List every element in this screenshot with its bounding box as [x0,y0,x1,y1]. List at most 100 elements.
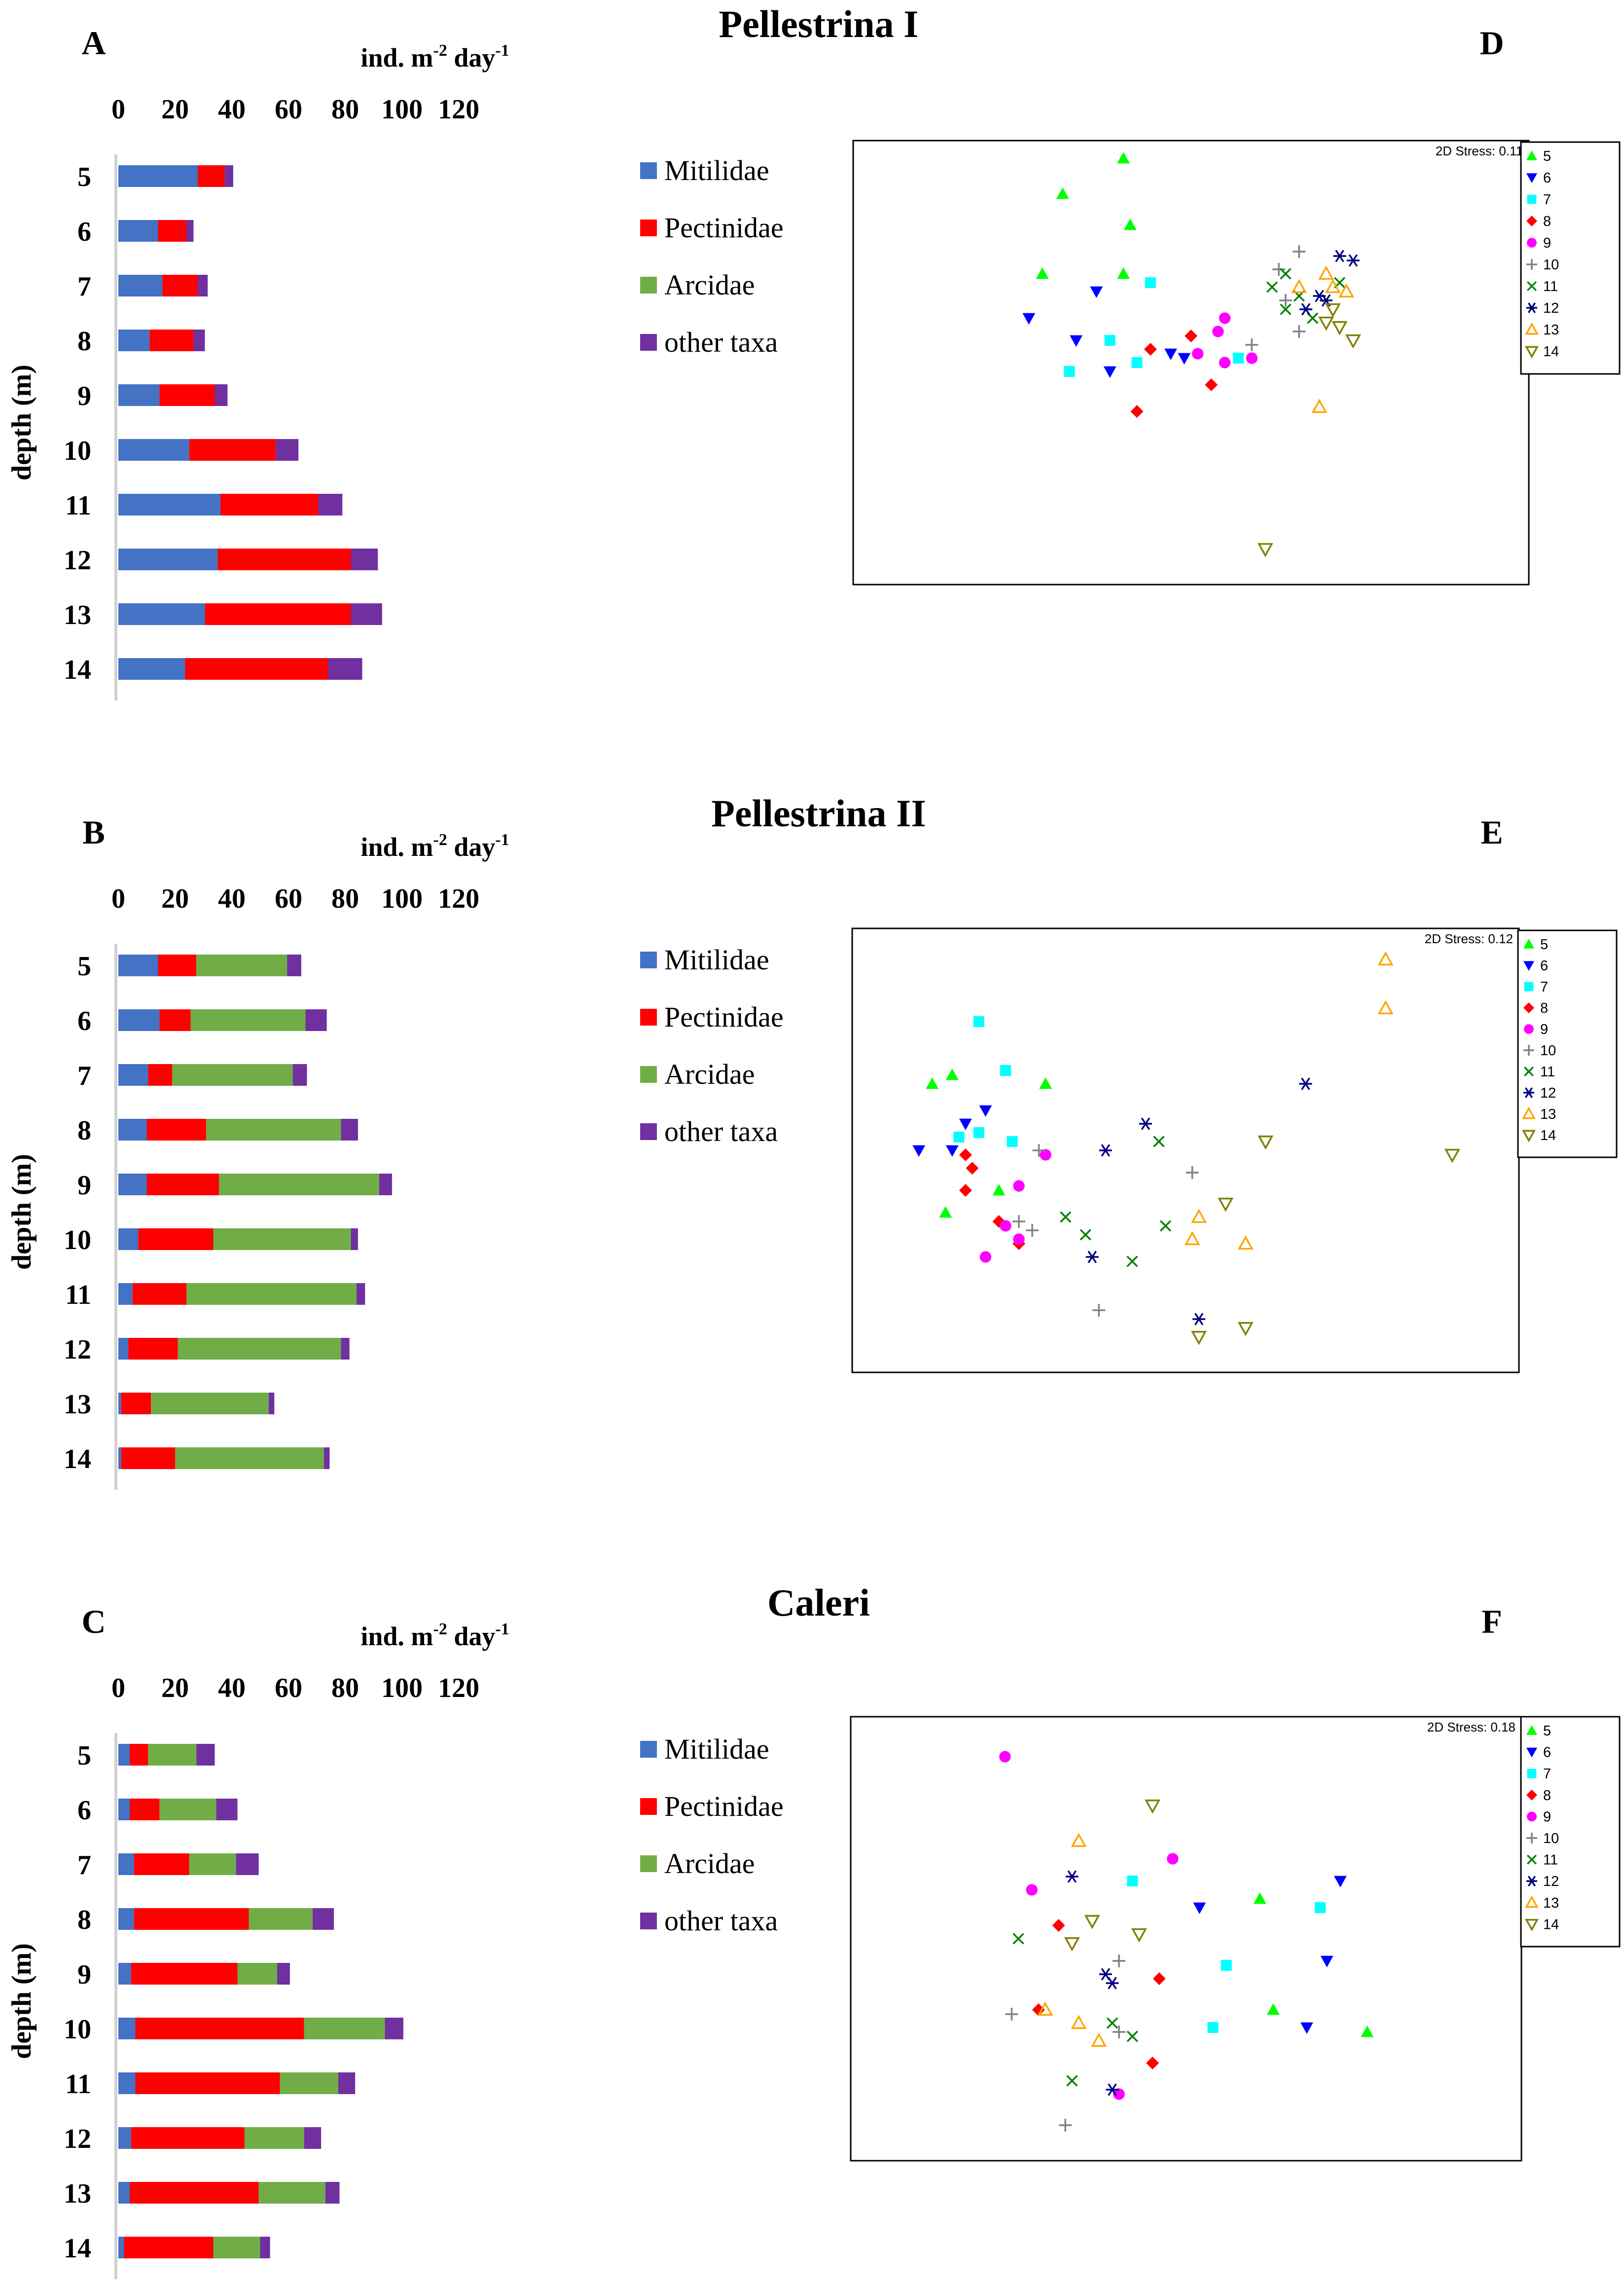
mds-legend-label: 6 [1543,1745,1551,1761]
marker-circle [1219,357,1231,369]
marker-circle [1000,1220,1011,1232]
marker-cross [1060,1211,1072,1223]
marker-square [1207,2022,1219,2033]
bar-segment-other-taxa [277,1963,290,1985]
depth-tick-label: 14 [64,2233,91,2264]
marker-circle [1212,326,1224,337]
bar-segment-pectinidae [132,1283,186,1305]
legend-label: other taxa [664,1905,778,1937]
marker-asterisk [1526,1876,1537,1887]
depth-tick-label: 9 [77,381,91,411]
depth-tick-label: 10 [64,2014,91,2045]
marker-asterisk [1299,1077,1312,1090]
bar-segment-other-taxa [260,2237,270,2258]
marker-square [1131,357,1143,369]
bar-segment-arcidae [213,2237,260,2258]
legend-label: Mitilidae [664,154,769,186]
marker-square [1527,194,1537,204]
bar-segment-pectinidae [131,2127,245,2149]
marker-cross [1106,2017,1119,2029]
marker-triangle-up [1523,939,1534,949]
bar-segment-mitilidae [118,2182,130,2204]
legend-swatch-pectinidae [640,1798,657,1815]
bar-segment-pectinidae [159,1009,191,1031]
bar-segment-other-taxa [351,549,378,570]
bar-segment-pectinidae [134,1908,249,1930]
bar-segment-pectinidae [217,549,351,570]
bar-segment-arcidae [172,1064,293,1086]
depth-tick-label: 7 [77,271,91,302]
marker-plus [1005,2008,1018,2021]
x-tick-label: 100 [381,884,423,914]
bar-segment-other-taxa [198,275,208,296]
bar-segment-pectinidae [148,1064,173,1086]
marker-cross [1266,281,1278,293]
depth-tick-label: 7 [77,1061,91,1091]
mds-legend-label: 7 [1540,979,1548,995]
marker-triangle-down [1103,366,1117,378]
bar-segment-other-taxa [304,2127,322,2149]
bar-segment-mitilidae [118,384,160,406]
marker-plus [1293,245,1306,258]
depth-tick-label: 14 [64,655,91,685]
legend-swatch-mitilidae [640,952,657,968]
bar-segment-mitilidae [118,220,158,242]
marker-diamond [959,1184,972,1197]
marker-triangle-up-open [1338,283,1355,298]
bar-segment-mitilidae [118,2072,136,2094]
marker-circle [1527,1811,1537,1822]
bar-segment-arcidae [159,1799,217,1820]
marker-square [973,1127,984,1139]
bar-segment-pectinidae [146,1174,219,1195]
mds-legend-label: 5 [1543,148,1551,164]
bar-segment-mitilidae [118,1799,130,1820]
bar-segment-mitilidae [118,955,158,976]
mds-legend-label: 6 [1543,170,1551,186]
bar-segment-mitilidae [118,603,205,625]
x-tick-label: 60 [275,1673,302,1703]
bar-segment-arcidae [249,1908,313,1930]
marker-triangle-up-open [1377,951,1394,966]
x-tick-label: 80 [331,1673,359,1703]
mds-panel-D: D 2D Stress: 0.11 5 6 7 8 9 10 11 12 13 14 [852,24,1621,586]
panel-letter: C [81,1603,106,1640]
mds-legend-label: 10 [1543,1831,1559,1846]
marker-asterisk [1106,2083,1119,2096]
marker-triangle-up [1361,2026,1374,2037]
marker-diamond [1526,216,1537,226]
marker-cross [1126,1255,1138,1267]
marker-asterisk [1192,1313,1206,1326]
mds-legend-label: 12 [1543,300,1559,316]
x-axis-unit-label: ind. m-2 day-1 [361,1620,509,1651]
marker-circle [1113,2088,1125,2100]
bar-segment-arcidae [244,2127,304,2149]
marker-circle [1026,1884,1038,1896]
stress-value: 2D Stress: 0.12 [1425,931,1513,946]
marker-square [1232,352,1244,364]
bar-segment-other-taxa [287,955,301,976]
mds-legend-label: 8 [1543,214,1551,229]
marker-triangle-down [945,1145,959,1157]
marker-cross [1526,281,1537,292]
mds-legend-label: 9 [1543,235,1551,251]
marker-asterisk [1333,250,1346,262]
legend-swatch-arcidae [640,1855,657,1872]
bar-segment-mitilidae [118,275,163,296]
marker-triangle-up [1526,1725,1537,1735]
marker-triangle-down-open [1257,543,1273,557]
mds-legend-label: 5 [1540,937,1548,953]
marker-triangle-down-open [1325,303,1341,318]
x-tick-label: 120 [438,884,479,914]
marker-triangle-down [1193,1902,1206,1914]
mds-plot-frame [850,1716,1522,2162]
y-axis-title: depth (m) [6,1154,37,1270]
x-tick-label: 120 [438,1673,479,1703]
marker-diamond [1153,1972,1166,1985]
marker-diamond [1205,378,1218,391]
marker-triangle-down [1178,353,1191,365]
mds-legend-label: 5 [1543,1723,1551,1739]
marker-cross [1012,1933,1024,1945]
marker-asterisk [1523,1087,1534,1098]
marker-cross [1080,1229,1091,1241]
bar-segment-mitilidae [118,1853,134,1875]
